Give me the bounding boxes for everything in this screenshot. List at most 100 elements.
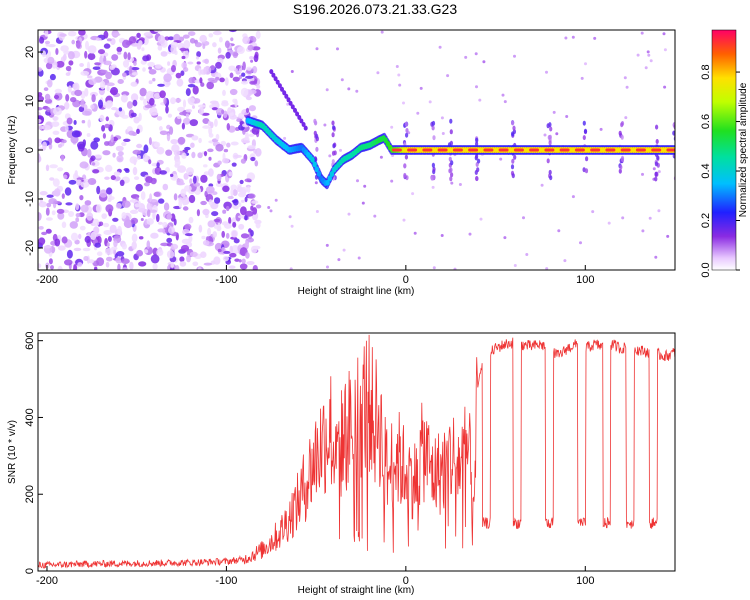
x-tick-label: 100: [576, 575, 594, 587]
noise-blob: [103, 30, 109, 39]
noise-blob: [124, 168, 130, 173]
noise-blob: [92, 169, 100, 174]
ridge-core: [314, 166, 319, 173]
noise-blob: [208, 156, 212, 161]
noise-blob: [71, 39, 75, 45]
noise-blob: [157, 45, 163, 51]
ridge-peak: [407, 148, 418, 152]
noise-blob: [202, 125, 211, 129]
noise-blob: [250, 205, 254, 211]
noise-blob: [253, 54, 259, 63]
noise-blob: [44, 93, 51, 101]
noise-dot: [545, 267, 549, 270]
noise-blob: [202, 240, 210, 246]
noise-blob: [225, 232, 230, 239]
noise-dot: [654, 255, 658, 259]
noise-blob: [209, 100, 219, 105]
noise-blob: [255, 30, 261, 39]
noise-blob: [128, 130, 136, 136]
noise-blob: [110, 134, 114, 143]
noise-blob: [222, 209, 227, 214]
noise-blob: [106, 187, 113, 195]
noise-blob: [200, 251, 207, 258]
noise-dot: [440, 116, 444, 120]
noise-blob: [59, 33, 67, 37]
noise-blob: [66, 117, 73, 125]
branch-blob: [282, 90, 287, 96]
noise-blob: [111, 107, 118, 111]
x-tick-label: 0: [403, 274, 409, 286]
noise-blob: [128, 36, 137, 45]
noise-blob: [109, 89, 117, 94]
streak-blob: [332, 143, 336, 149]
noise-blob: [134, 203, 141, 208]
noise-blob: [163, 73, 172, 83]
noise-blob: [242, 36, 250, 45]
noise-blob: [99, 55, 104, 65]
noise-blob: [96, 257, 105, 266]
ridge-core: [310, 156, 315, 163]
streak-blob: [620, 122, 624, 128]
noise-blob: [252, 265, 258, 270]
noise-blob: [241, 258, 246, 264]
noise-dot: [390, 125, 394, 129]
noise-dot: [663, 85, 667, 89]
ridge-core: [327, 175, 332, 182]
noise-blob: [203, 262, 213, 266]
noise-dot: [474, 52, 478, 56]
noise-dot: [363, 184, 367, 188]
noise-blob: [188, 216, 194, 224]
noise-blob: [52, 116, 59, 121]
noise-blob: [142, 67, 146, 72]
noise-blob: [44, 30, 49, 37]
streak-blob: [448, 168, 452, 174]
noise-blob: [142, 55, 150, 62]
noise-blob: [86, 212, 94, 221]
branch-blob: [297, 115, 302, 120]
noise-blob: [167, 61, 171, 66]
noise-blob: [103, 60, 112, 66]
streak-blob: [512, 125, 516, 131]
ridge-peak: [544, 148, 555, 152]
noise-blob: [210, 80, 218, 83]
noise-blob: [187, 97, 195, 104]
noise-blob: [229, 30, 237, 33]
ridge-peak: [574, 148, 585, 152]
ridge-peak: [498, 148, 509, 152]
noise-blob: [61, 221, 67, 229]
noise-blob: [246, 261, 255, 265]
noise-blob: [226, 123, 230, 131]
noise-blob: [165, 149, 173, 156]
noise-blob: [70, 232, 79, 241]
noise-blob: [96, 251, 103, 256]
streak-blob: [548, 169, 552, 175]
noise-blob: [54, 137, 61, 144]
noise-blob: [112, 152, 116, 158]
noise-blob: [117, 263, 121, 270]
noise-blob: [233, 238, 240, 244]
noise-blob: [63, 174, 68, 180]
noise-blob: [208, 168, 214, 177]
snr-marks: [38, 334, 675, 569]
noise-blob: [79, 161, 89, 169]
noise-blob: [104, 248, 114, 255]
noise-blob: [225, 205, 230, 212]
noise-blob: [122, 267, 128, 270]
noise-dot: [503, 100, 507, 104]
noise-blob: [207, 227, 212, 236]
noise-dot: [464, 55, 468, 59]
noise-blob: [121, 212, 127, 219]
noise-blob: [219, 77, 225, 83]
noise-blob: [232, 189, 238, 197]
noise-blob: [146, 218, 154, 225]
noise-dot: [571, 35, 575, 39]
noise-blob: [240, 87, 249, 97]
noise-blob: [139, 87, 147, 97]
noise-blob: [51, 210, 56, 216]
noise-blob: [181, 122, 185, 130]
streak-blob: [655, 124, 659, 130]
noise-dot: [513, 54, 516, 58]
noise-blob: [122, 39, 131, 48]
noise-blob: [65, 125, 69, 133]
noise-blob: [192, 261, 199, 267]
